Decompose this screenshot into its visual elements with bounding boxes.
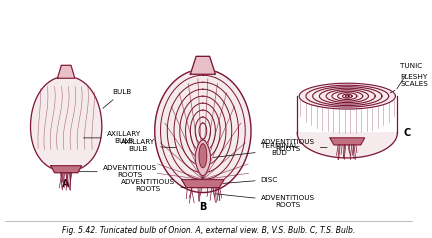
Text: ADVENTITIOUS
ROOTS: ADVENTITIOUS ROOTS	[260, 139, 327, 152]
Polygon shape	[299, 83, 395, 109]
Polygon shape	[31, 76, 102, 172]
Text: C: C	[403, 128, 410, 138]
Polygon shape	[182, 180, 224, 188]
Polygon shape	[199, 144, 207, 168]
Polygon shape	[155, 69, 251, 193]
Text: FLESHY
SCALES: FLESHY SCALES	[390, 74, 428, 93]
Text: DISC: DISC	[223, 177, 278, 183]
Polygon shape	[297, 133, 397, 158]
Text: ADVENTITIOUS
ROOTS: ADVENTITIOUS ROOTS	[121, 179, 186, 192]
Text: TUNIC: TUNIC	[397, 63, 422, 89]
Text: Fig. 5.42. Tunicated bulb of Onion. A, external view. B, V.S. Bulb. C, T.S. Bulb: Fig. 5.42. Tunicated bulb of Onion. A, e…	[62, 226, 355, 235]
Text: BULB: BULB	[103, 89, 132, 108]
Text: ADVENTITIOUS
ROOTS: ADVENTITIOUS ROOTS	[79, 165, 157, 178]
Text: TERMINAL
BUD: TERMINAL BUD	[213, 143, 298, 158]
Polygon shape	[195, 140, 210, 176]
Polygon shape	[330, 138, 365, 145]
Polygon shape	[51, 166, 82, 173]
Polygon shape	[57, 65, 75, 78]
Text: ADVENTITIOUS
ROOTS: ADVENTITIOUS ROOTS	[215, 194, 315, 208]
Text: AXILLARY
BULB: AXILLARY BULB	[83, 131, 141, 144]
Text: A: A	[62, 179, 70, 189]
Text: B: B	[199, 203, 206, 213]
Text: AXILLARY
BULB: AXILLARY BULB	[121, 139, 176, 152]
Polygon shape	[191, 56, 216, 74]
